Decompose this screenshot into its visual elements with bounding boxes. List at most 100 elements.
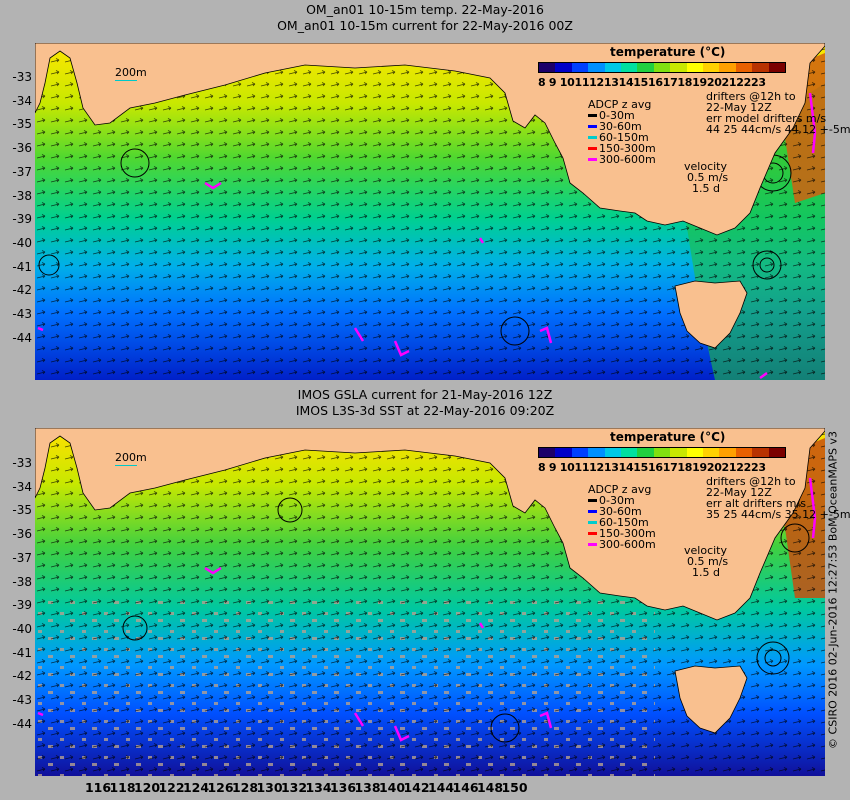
adcp-arrow-icon [588, 147, 597, 150]
longitude-tick-label: 128 [231, 780, 259, 795]
latitude-tick-label: -33 [12, 70, 32, 84]
adcp-arrow-icon [588, 532, 597, 535]
colorbar-swatch [719, 448, 736, 457]
adcp-legend-title: ADCP z avg [588, 483, 652, 496]
colorbar-swatch [588, 448, 605, 457]
longitude-tick-label: 124 [182, 780, 210, 795]
colorbar-swatch [621, 448, 638, 457]
top-colorbar-ticks: 8 9 1011121314151617181920212223 [538, 76, 766, 89]
bottom-title-line1: IMOS GSLA current for 21-May-2016 12Z [297, 387, 553, 402]
drifter-tracks [37, 92, 817, 380]
colorbar-swatch [571, 63, 589, 72]
land-australia [35, 43, 825, 236]
land-tasmania [674, 280, 748, 349]
longitude-tick-label: 138 [354, 780, 381, 795]
latitude-tick-label: -34 [12, 93, 32, 108]
longitude-tick-label: 146 [452, 780, 479, 795]
longitude-tick-label: 122 [158, 780, 185, 795]
adcp-arrow-icon [588, 158, 597, 161]
top-title-line2: OM_an01 10-15m current for 22-May-2016 0… [277, 18, 573, 33]
side-credit: © CSIRO 2016 02-Jun-2016 12:27:53 BoM Oc… [826, 431, 840, 749]
colorbar-swatch [604, 63, 622, 72]
latitude-tick-label: -40 [12, 235, 32, 250]
longitude-tick-label: 134 [305, 780, 332, 795]
colorbar-swatch [555, 63, 572, 72]
latitude-tick-label: -42 [12, 283, 32, 298]
drifter-tracks [37, 477, 817, 742]
longitude-tick-label: 126 [207, 780, 234, 795]
latitude-tick-label: -44 [12, 716, 32, 731]
top-colorbar [538, 62, 786, 73]
longitude-tick-label: 136 [329, 780, 357, 795]
longitude-tick-label: 142 [403, 780, 430, 795]
drifters-line3: err model drifters m/s [706, 112, 827, 125]
top-map-panel [35, 43, 825, 380]
colorbar-swatch [686, 448, 704, 457]
eddy-contours [38, 148, 792, 346]
adcp-legend-item: 60-150m [588, 132, 656, 143]
adcp-legend-item: 150-300m [588, 528, 656, 539]
colorbar-swatch [571, 448, 589, 457]
colorbar-swatch [653, 63, 671, 72]
adcp-legend-label: 150-300m [599, 142, 656, 155]
colorbar-swatch [768, 63, 786, 72]
bottom-colorbar-ticks: 8 9 1011121314151617181920212223 [538, 461, 766, 474]
adcp-arrow-icon [588, 136, 597, 139]
adcp-legend-item: 150-300m [588, 143, 656, 154]
top-depth-contour-label: 200m [115, 66, 147, 81]
bottom-colorbar-title: temperature (°C) [610, 430, 726, 444]
colorbar-swatch [703, 63, 720, 72]
colorbar-swatch [653, 448, 671, 457]
drifters-line2: 22-May 12Z [706, 486, 772, 499]
latitude-tick-label: -38 [12, 188, 32, 203]
bottom-map-panel [35, 428, 825, 776]
longitude-tick-label: 120 [133, 780, 161, 795]
longitude-tick-label: 132 [280, 780, 308, 795]
latitude-tick-label: -38 [12, 574, 32, 589]
velocity-label: velocity [684, 160, 727, 173]
adcp-arrow-icon [588, 543, 597, 546]
colorbar-swatch [752, 63, 769, 72]
latitude-tick-label: -37 [12, 164, 32, 179]
latitude-tick-label: -39 [12, 598, 32, 613]
adcp-arrow-icon [588, 114, 597, 117]
colorbar-swatch [604, 448, 622, 457]
adcp-arrow-icon [588, 510, 597, 513]
top-velocity-key: velocity 0.5 m/s 1.5 d [684, 161, 728, 194]
colorbar-swatch [637, 63, 654, 72]
latitude-tick-label: -41 [12, 645, 32, 660]
adcp-legend-label: 30-60m [599, 120, 642, 133]
longitude-tick-label: 140 [378, 780, 406, 795]
colorbar-swatch [555, 448, 572, 457]
drifters-line2: 22-May 12Z [706, 101, 772, 114]
colorbar-swatch [539, 448, 556, 457]
longitude-tick-label: 130 [256, 780, 283, 795]
latitude-tick-label: -43 [12, 693, 32, 707]
top-title-line1: OM_an01 10-15m temp. 22-May-2016 [306, 2, 544, 17]
adcp-legend-label: 60-150m [599, 131, 649, 144]
latitude-tick-label: -43 [12, 307, 32, 321]
bottom-drifters-legend: drifters @12h to 22-May 12Z err alt drif… [706, 476, 850, 520]
adcp-legend-item: 30-60m [588, 506, 656, 517]
top-drifters-legend: drifters @12h to 22-May 12Z err model dr… [706, 91, 850, 135]
adcp-legend-label: 300-600m [599, 153, 656, 166]
latitude-tick-label: -41 [12, 259, 32, 274]
colorbar-swatch [719, 63, 736, 72]
latitude-tick-label: -42 [12, 669, 32, 684]
adcp-legend-label: 0-30m [599, 109, 635, 122]
adcp-legend-item: 0-30m [588, 110, 656, 121]
colorbar-swatch [735, 448, 753, 457]
adcp-legend-item: 300-600m [588, 539, 656, 550]
adcp-legend-title: ADCP z avg [588, 98, 652, 111]
latitude-tick-label: -35 [12, 503, 32, 518]
velocity-value: 0.5 m/s [687, 555, 729, 568]
colorbar-swatch [686, 63, 704, 72]
latitude-tick-label: -40 [12, 621, 32, 636]
land-australia [35, 428, 825, 621]
adcp-legend-item: 300-600m [588, 154, 656, 165]
drifters-line4: 44 25 44cm/s 44 12 +-5m [706, 123, 850, 136]
bottom-title-line2: IMOS L3S-3d SST at 22-May-2016 09:20Z [295, 403, 555, 418]
adcp-legend-label: 0-30m [599, 494, 635, 507]
colorbar-swatch [588, 63, 605, 72]
latitude-tick-label: -39 [12, 212, 32, 227]
